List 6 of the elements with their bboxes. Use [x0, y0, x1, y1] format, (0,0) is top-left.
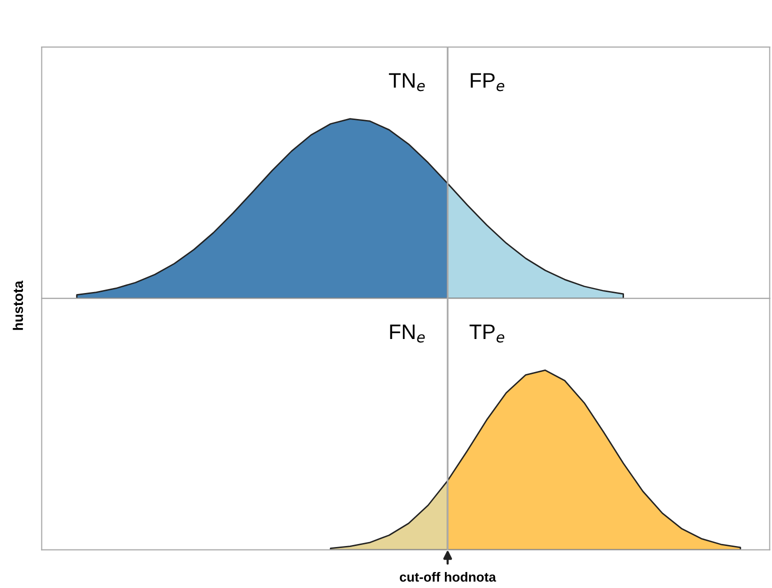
text: FP$_{e}$: [470, 73, 504, 92]
y-axis-title: hustota: [12, 280, 24, 330]
text: TP$_{e}$: [470, 324, 504, 343]
text: cut-off hodnota: [400, 572, 496, 582]
text: FN$_{e}$: [390, 324, 425, 343]
text: TN$_{e}$: [388, 73, 425, 92]
